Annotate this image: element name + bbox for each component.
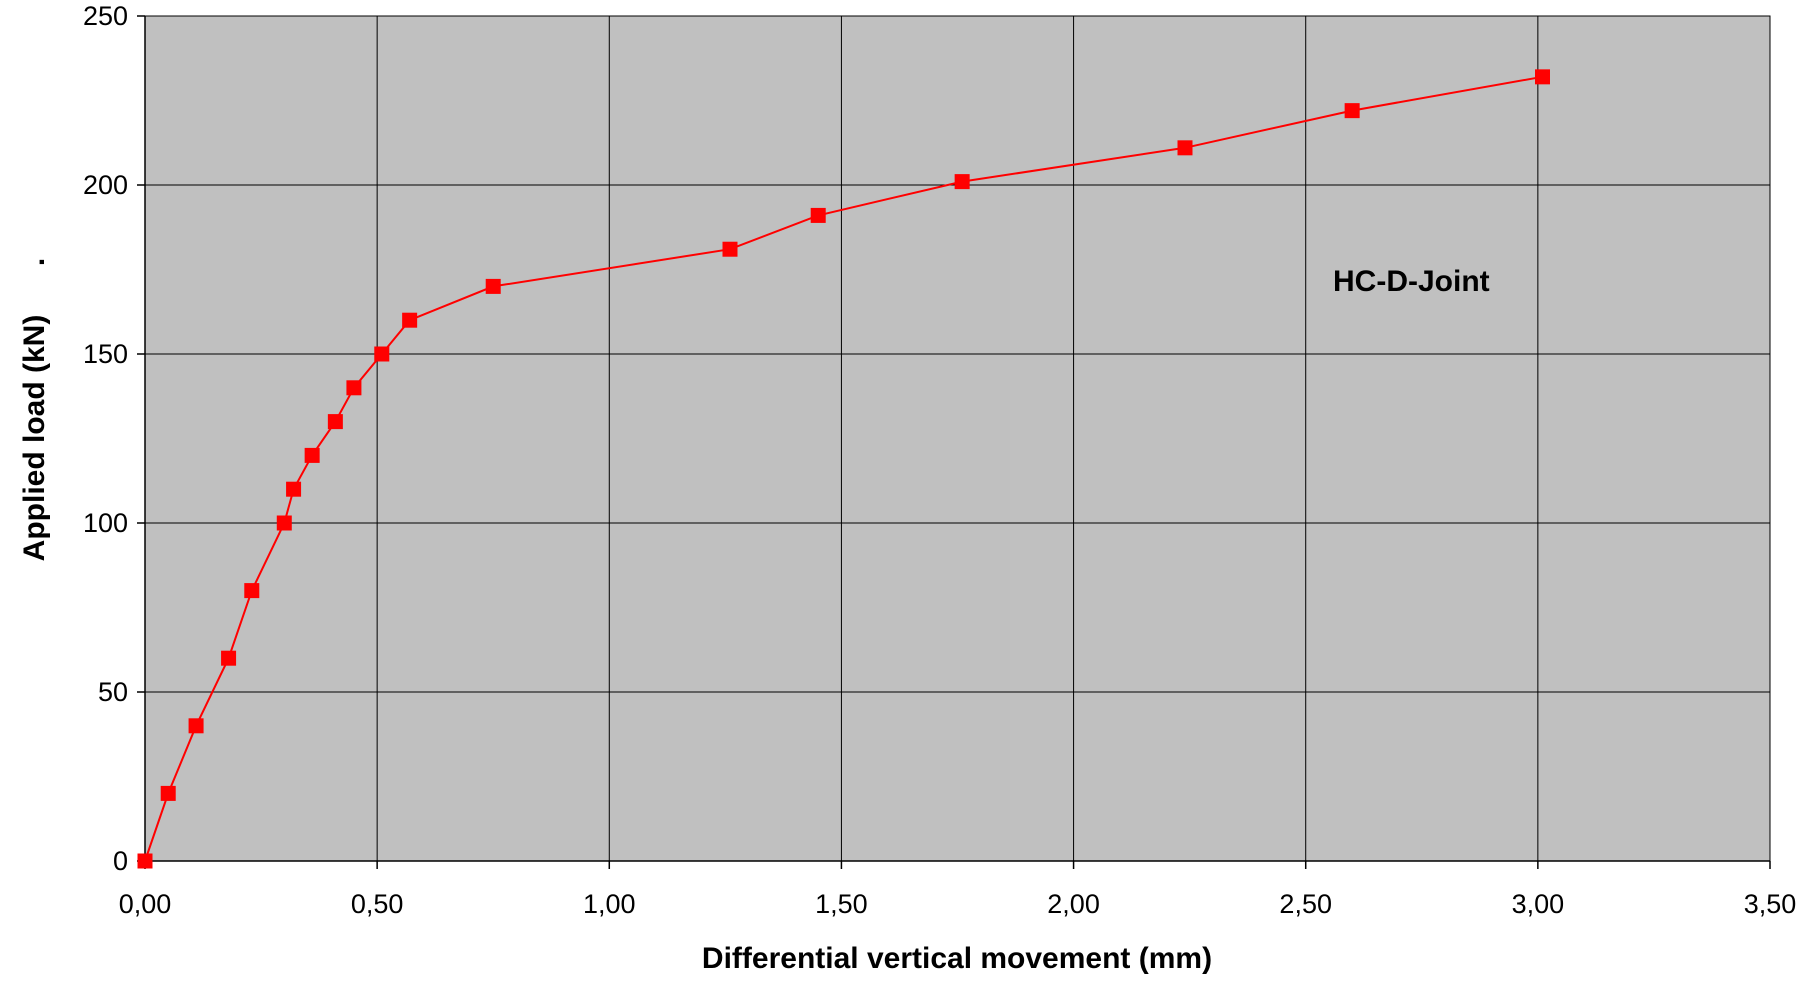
data-point-14	[810, 207, 826, 223]
data-point-11	[402, 312, 418, 328]
data-point-2	[188, 718, 204, 734]
data-point-15	[954, 174, 970, 190]
x-tick-label-6: 3,00	[1512, 889, 1565, 919]
stray-mark: .	[18, 258, 51, 266]
axes	[144, 16, 1770, 862]
y-tick-label-3: 150	[83, 339, 128, 369]
chart-annotation: HC-D-Joint	[1333, 265, 1490, 298]
data-point-1	[160, 785, 176, 801]
x-tick-label-2: 1,00	[583, 889, 636, 919]
data-point-18	[1535, 69, 1550, 85]
x-axis-ticks: 0,00 0,50 1,00 1,50 2,00 2,50 3,00 3,50	[119, 861, 1797, 919]
y-axis-title: Applied load (kN)	[18, 315, 51, 562]
data-point-4	[244, 583, 260, 599]
data-point-0	[137, 853, 153, 869]
series-markers	[137, 69, 1550, 869]
data-point-7	[304, 447, 320, 463]
data-point-12	[485, 278, 501, 294]
data-point-3	[221, 650, 237, 666]
gridlines	[145, 16, 1770, 861]
data-point-13	[722, 241, 738, 257]
y-tick-label-1: 50	[98, 677, 128, 707]
y-tick-label-2: 100	[83, 508, 128, 538]
data-point-10	[374, 346, 390, 362]
y-tick-label-5: 250	[83, 1, 128, 31]
y-axis-ticks: 0 50 100 150 200 250	[83, 1, 145, 876]
x-tick-label-4: 2,00	[1047, 889, 1100, 919]
x-tick-label-7: 3,50	[1744, 889, 1797, 919]
x-tick-label-5: 2,50	[1279, 889, 1332, 919]
x-tick-label-3: 1,50	[815, 889, 868, 919]
data-point-9	[346, 380, 362, 396]
y-tick-label-0: 0	[113, 846, 128, 876]
x-axis-title: Differential vertical movement (mm)	[702, 942, 1212, 975]
x-tick-label-1: 0,50	[351, 889, 404, 919]
data-point-16	[1177, 140, 1193, 156]
data-point-17	[1344, 103, 1360, 119]
plot-area	[144, 15, 1771, 862]
y-tick-label-4: 200	[83, 170, 128, 200]
data-point-6	[286, 481, 302, 497]
data-point-5	[276, 515, 292, 531]
x-tick-label-0: 0,00	[119, 889, 172, 919]
data-point-8	[327, 414, 343, 430]
